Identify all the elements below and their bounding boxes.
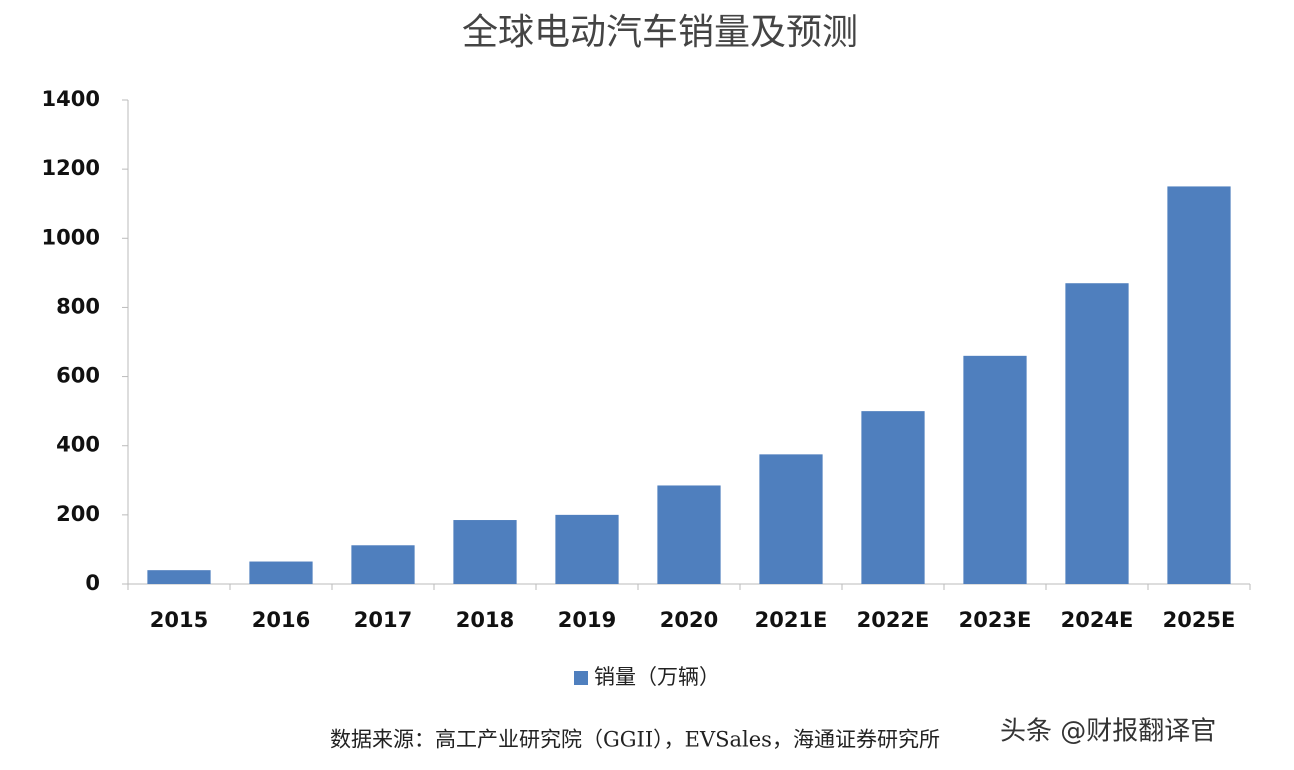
y-tick-label: 400 <box>56 433 100 457</box>
bar <box>453 520 517 584</box>
legend-swatch <box>574 671 588 685</box>
x-tick-label: 2023E <box>959 608 1032 632</box>
y-tick-label: 1000 <box>42 225 100 249</box>
x-tick-label: 2020 <box>660 608 718 632</box>
x-tick-label: 2015 <box>150 608 208 632</box>
x-tick-label: 2024E <box>1061 608 1134 632</box>
y-tick-label: 1400 <box>42 87 100 111</box>
x-tick-label: 2018 <box>456 608 514 632</box>
bar <box>861 411 925 584</box>
x-tick-label: 2017 <box>354 608 412 632</box>
bar <box>147 570 211 584</box>
y-tick-label: 0 <box>85 571 100 595</box>
y-tick-label: 1200 <box>42 156 100 180</box>
x-tick-label: 2021E <box>755 608 828 632</box>
bar <box>759 454 823 584</box>
y-tick-label: 600 <box>56 364 100 388</box>
x-tick-label: 2022E <box>857 608 930 632</box>
watermark: 头条 @财报翻译官 <box>1000 717 1216 747</box>
y-tick-label: 800 <box>56 294 100 318</box>
bar <box>351 545 415 584</box>
bar <box>1065 283 1129 584</box>
x-tick-label: 2019 <box>558 608 616 632</box>
chart-title: 全球电动汽车销量及预测 <box>462 12 858 53</box>
bar <box>657 485 721 584</box>
y-tick-label: 200 <box>56 502 100 526</box>
bar <box>249 561 313 584</box>
source-note: 数据来源：高工产业研究院（GGII），EVSales，海通证券研究所 <box>330 728 940 752</box>
bar <box>1167 186 1231 584</box>
legend-label: 销量（万辆） <box>594 665 720 689</box>
x-tick-label: 2016 <box>252 608 310 632</box>
bar <box>555 514 619 584</box>
x-tick-label: 2025E <box>1163 608 1236 632</box>
bar <box>963 355 1027 584</box>
